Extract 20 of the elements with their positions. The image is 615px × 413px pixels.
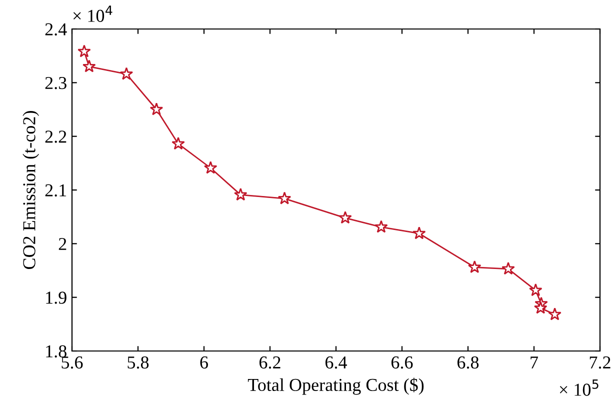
x-tick-label: 6 bbox=[200, 356, 208, 369]
y-axis-title: CO2 Emission (t-co2) bbox=[22, 111, 40, 269]
y-tick-label: 2 bbox=[58, 238, 66, 250]
y-tick-label: 1.8 bbox=[46, 345, 66, 358]
y-tick-label: 2.3 bbox=[45, 76, 66, 90]
x-tick-label: 6.2 bbox=[259, 356, 280, 369]
x-tick-label: 7 bbox=[530, 356, 538, 368]
x-tick-label: 6.6 bbox=[391, 356, 413, 369]
x-tick-label: 7.2 bbox=[590, 356, 610, 369]
x-tick-label: 6.4 bbox=[325, 356, 348, 369]
text: × 10$^{4}$ bbox=[73, 6, 112, 22]
y-tick-label: 2.1 bbox=[45, 184, 66, 197]
x-tick-label: 5.8 bbox=[128, 356, 149, 369]
x-tick-label: 5.6 bbox=[62, 356, 83, 369]
x-axis-title: Total Operating Cost ($) bbox=[248, 378, 424, 395]
y-tick-label: 1.9 bbox=[46, 292, 66, 304]
y-tick-label: 2.4 bbox=[45, 23, 67, 36]
y-tick-label: 2.2 bbox=[45, 130, 66, 143]
text: × 10$^{5}$ bbox=[560, 380, 598, 396]
x-tick-label: 6.8 bbox=[457, 356, 479, 369]
